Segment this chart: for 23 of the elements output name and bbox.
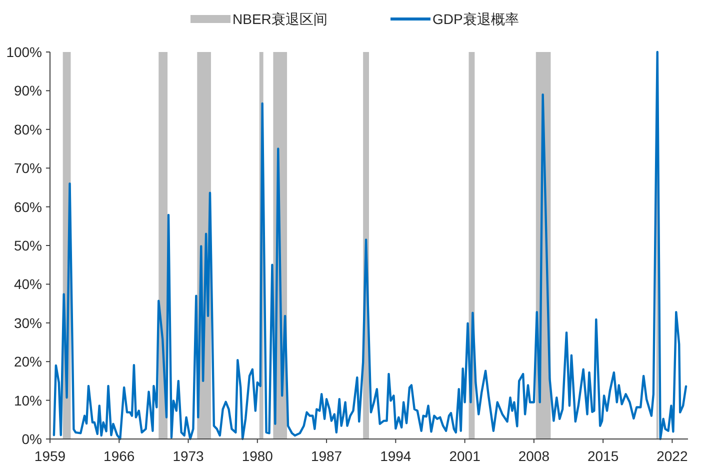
x-tick-label: 2022 (656, 448, 688, 464)
x-tick-label: 1994 (380, 448, 412, 464)
x-tick-label: 1966 (104, 448, 135, 464)
y-tick-label: 90% (14, 82, 42, 99)
y-tick-label: 10% (14, 392, 42, 408)
legend-label: GDP衰退概率 (432, 11, 519, 27)
y-tick-label: 80% (14, 121, 42, 138)
y-tick-label: 100% (6, 44, 42, 60)
x-tick-label: 2015 (587, 448, 619, 464)
x-tick-label: 1973 (172, 448, 204, 464)
x-tick-label: 1987 (310, 448, 342, 464)
x-tick-label: 2001 (449, 448, 481, 464)
legend-label: NBER衰退区间 (232, 11, 328, 27)
y-tick-label: 60% (14, 198, 42, 215)
x-tick-label: 1980 (242, 448, 274, 464)
y-tick-label: 70% (14, 160, 42, 176)
y-tick-label: 40% (14, 276, 42, 292)
y-tick-label: 30% (14, 314, 42, 331)
y-tick-label: 20% (14, 354, 42, 370)
y-tick-label: 0% (22, 431, 42, 447)
x-tick-label: 2008 (518, 448, 550, 464)
y-tick-label: 50% (14, 238, 42, 254)
x-tick-label: 1959 (34, 448, 66, 464)
